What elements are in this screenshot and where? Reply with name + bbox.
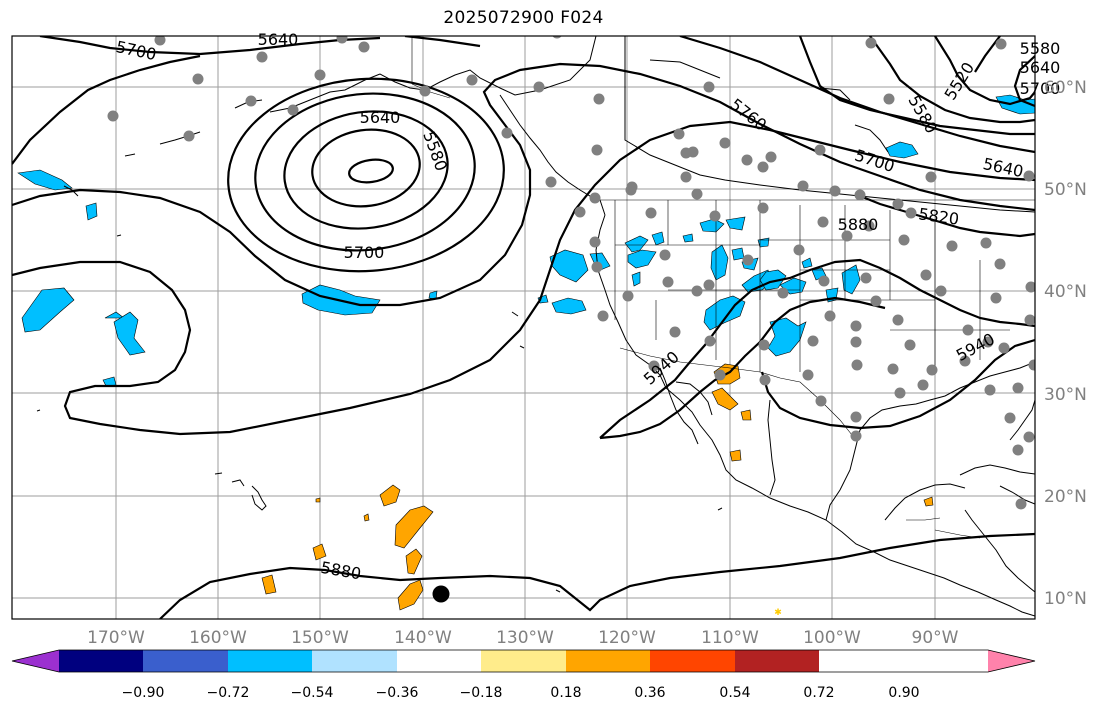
lat-label: 10°N	[1044, 589, 1087, 609]
contour-label: 5640	[360, 108, 401, 127]
colorbar-segment	[228, 650, 312, 672]
lat-label: 40°N	[1044, 282, 1087, 302]
contour-label: 5580	[1020, 39, 1061, 58]
lat-label: 20°N	[1044, 487, 1087, 507]
colorbar-segment	[650, 650, 735, 672]
colorbar-extend-high	[988, 650, 1035, 672]
contour-label: 5640	[258, 30, 299, 49]
colorbar-segment	[59, 650, 143, 672]
lon-label: 110°W	[701, 628, 759, 648]
small-star-marker: ✱	[774, 608, 782, 618]
colorbar-segment	[481, 650, 566, 672]
lon-label: 100°W	[803, 628, 861, 648]
tropical-cyclone-marker	[432, 585, 450, 603]
colorbar-tick: 0.54	[719, 685, 750, 701]
height-contours	[12, 36, 1035, 619]
colorbar-tick: −0.90	[122, 685, 165, 701]
contour-label: 5700	[1020, 79, 1061, 98]
station-markers	[107, 36, 1035, 510]
colorbar-tick: −0.54	[291, 685, 334, 701]
colorbar-segment	[735, 650, 819, 672]
colorbar-tick: −0.18	[460, 685, 503, 701]
colorbar-segment	[143, 650, 228, 672]
colorbar-tick: 0.90	[888, 685, 919, 701]
map-frame	[11, 35, 1036, 620]
colorbar-outline	[11, 649, 1036, 673]
map-title: 2025072900 F024	[443, 8, 604, 28]
lat-label: 30°N	[1044, 385, 1087, 405]
colorbar-tick: 0.72	[803, 685, 834, 701]
contour-label: 5640	[1020, 58, 1061, 77]
colorbar-tick: −0.72	[207, 685, 250, 701]
islands	[36, 234, 723, 593]
lat-label: 50°N	[1044, 180, 1087, 200]
colorbar-tick: 0.36	[634, 685, 665, 701]
colorbar-segment	[566, 650, 650, 672]
lon-label: 90°W	[912, 628, 959, 648]
map-panel	[12, 36, 1035, 619]
positive-anomaly-areas	[261, 363, 934, 611]
lon-label: 160°W	[189, 628, 247, 648]
lon-label: 170°W	[87, 628, 145, 648]
lon-label: 130°W	[496, 628, 554, 648]
lon-label: 140°W	[394, 628, 452, 648]
colorbar-extend-low	[12, 650, 59, 672]
lon-label: 150°W	[291, 628, 349, 648]
colorbar-tick: −0.36	[376, 685, 419, 701]
lat-label: 60°N	[1044, 78, 1087, 98]
colorbar-tick: 0.18	[550, 685, 581, 701]
colorbar-segment	[397, 650, 481, 672]
colorbar-segment	[312, 650, 397, 672]
contour-label: 5700	[344, 243, 385, 262]
contour-label: 5880	[838, 215, 879, 234]
lon-label: 120°W	[598, 628, 656, 648]
colorbar: −0.90 −0.72 −0.54 −0.36 −0.18 0.18 0.36 …	[11, 649, 1036, 701]
